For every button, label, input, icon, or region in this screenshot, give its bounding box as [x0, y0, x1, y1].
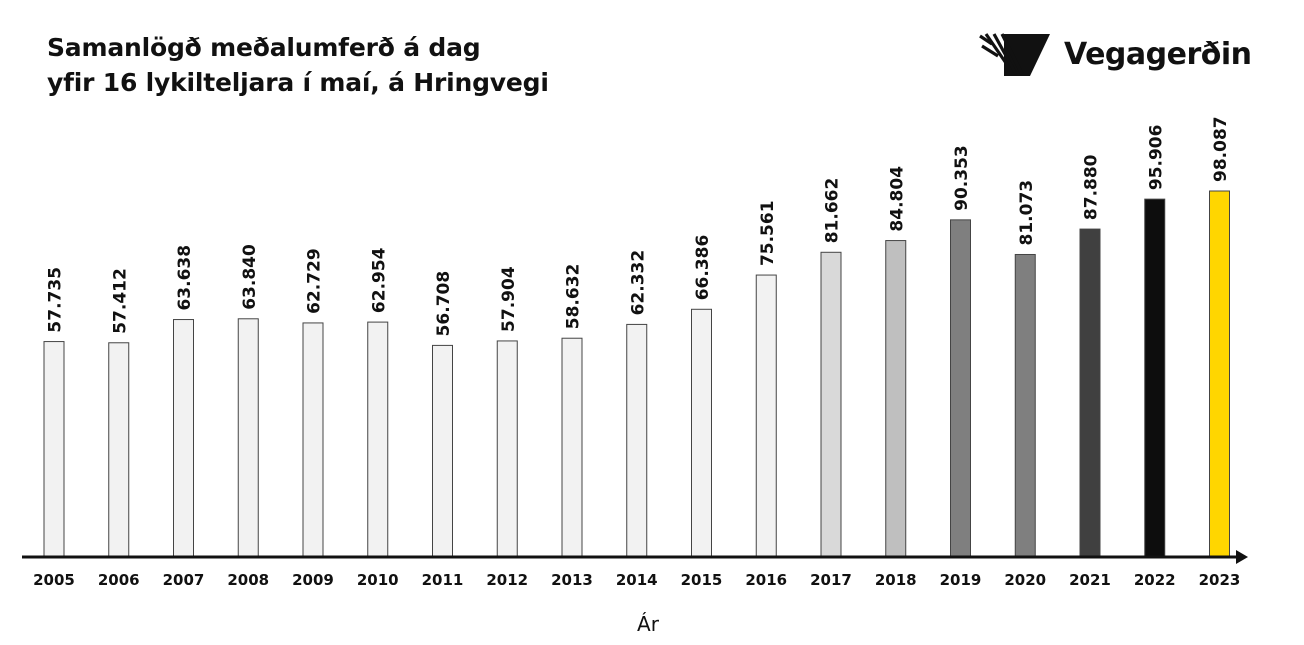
data-label: 95.906 — [1146, 125, 1166, 191]
data-label: 90.353 — [952, 145, 972, 211]
data-label: 66.386 — [693, 235, 713, 301]
bar — [1209, 190, 1230, 558]
data-label: 62.954 — [369, 247, 389, 313]
bar — [950, 219, 971, 558]
x-tick-label: 2017 — [810, 571, 852, 589]
data-label: 57.412 — [110, 268, 130, 334]
x-tick-label: 2010 — [357, 571, 399, 589]
data-label: 63.638 — [175, 245, 195, 311]
x-tick-label: 2008 — [227, 571, 269, 589]
data-label: 98.087 — [1211, 116, 1231, 182]
x-tick-label: 2006 — [98, 571, 140, 589]
x-tick-label: 2009 — [292, 571, 334, 589]
x-tick-label: 2007 — [163, 571, 205, 589]
bar — [43, 341, 65, 558]
x-tick-label: 2012 — [486, 571, 528, 589]
x-tick-label: 2020 — [1004, 571, 1046, 589]
data-label: 62.729 — [305, 248, 325, 314]
chart-title: Samanlögð meðalumferð á dag yfir 16 lyki… — [47, 30, 549, 100]
data-label: 81.662 — [823, 178, 843, 244]
bar — [237, 318, 259, 558]
x-tick-label: 2016 — [745, 571, 787, 589]
x-tick-label: 2022 — [1134, 571, 1176, 589]
bar — [1144, 198, 1166, 558]
bar — [496, 340, 518, 558]
x-tick-label: 2014 — [616, 571, 658, 589]
bar — [820, 251, 842, 558]
x-tick-label: 2011 — [422, 571, 464, 589]
x-axis-label: Ár — [637, 612, 659, 636]
chart-title-line-2: yfir 16 lykilteljara í maí, á Hringvegi — [47, 68, 549, 97]
bar — [302, 322, 324, 558]
data-label: 87.880 — [1082, 154, 1102, 220]
bar — [561, 337, 583, 558]
x-tick-label: 2005 — [33, 571, 75, 589]
bar — [173, 319, 194, 558]
data-label: 57.735 — [46, 267, 66, 333]
x-tick-label: 2013 — [551, 571, 593, 589]
x-tick-label: 2018 — [875, 571, 917, 589]
vegagerdin-logo: Vegagerðin — [978, 30, 1252, 78]
data-label: 84.804 — [887, 166, 907, 232]
x-tick-label: 2021 — [1069, 571, 1111, 589]
data-label: 56.708 — [434, 271, 454, 337]
bar — [885, 240, 907, 558]
x-tick-label: 2015 — [681, 571, 723, 589]
data-label: 81.073 — [1017, 180, 1037, 246]
bar — [432, 344, 453, 558]
data-label: 57.904 — [499, 266, 519, 332]
bar — [108, 342, 130, 558]
x-tick-label: 2023 — [1199, 571, 1241, 589]
chart-title-line-1: Samanlögð meðalumferð á dag — [47, 33, 481, 62]
x-tick-label: 2019 — [940, 571, 982, 589]
bar — [1079, 228, 1101, 558]
logo-text: Vegagerðin — [1064, 36, 1252, 72]
bar — [755, 274, 777, 558]
data-label: 62.332 — [628, 250, 648, 316]
data-label: 63.840 — [240, 244, 260, 310]
bar — [1014, 253, 1036, 558]
bar — [367, 321, 389, 558]
vegagerdin-stripes-logo-icon — [979, 33, 1050, 76]
x-axis-arrowhead — [1236, 550, 1248, 564]
bar — [691, 308, 712, 558]
data-label: 58.632 — [564, 264, 584, 330]
bar — [626, 323, 648, 558]
data-label: 75.561 — [758, 200, 778, 266]
